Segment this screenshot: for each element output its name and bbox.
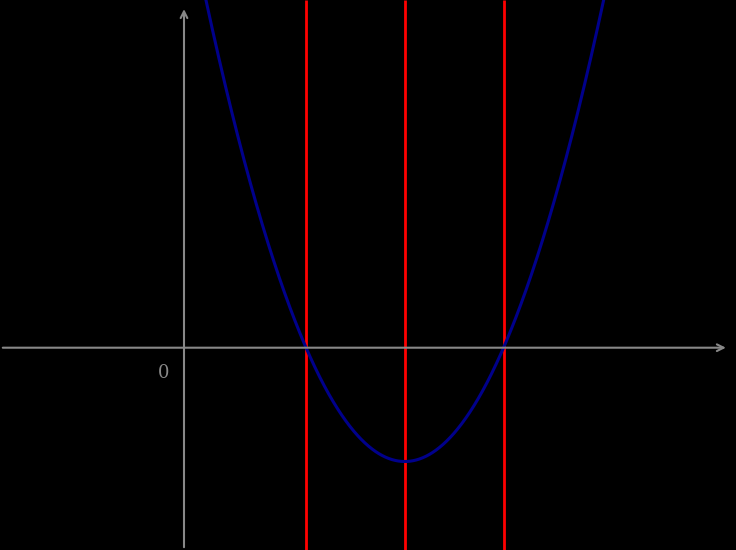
Text: 0: 0 [158,364,169,382]
